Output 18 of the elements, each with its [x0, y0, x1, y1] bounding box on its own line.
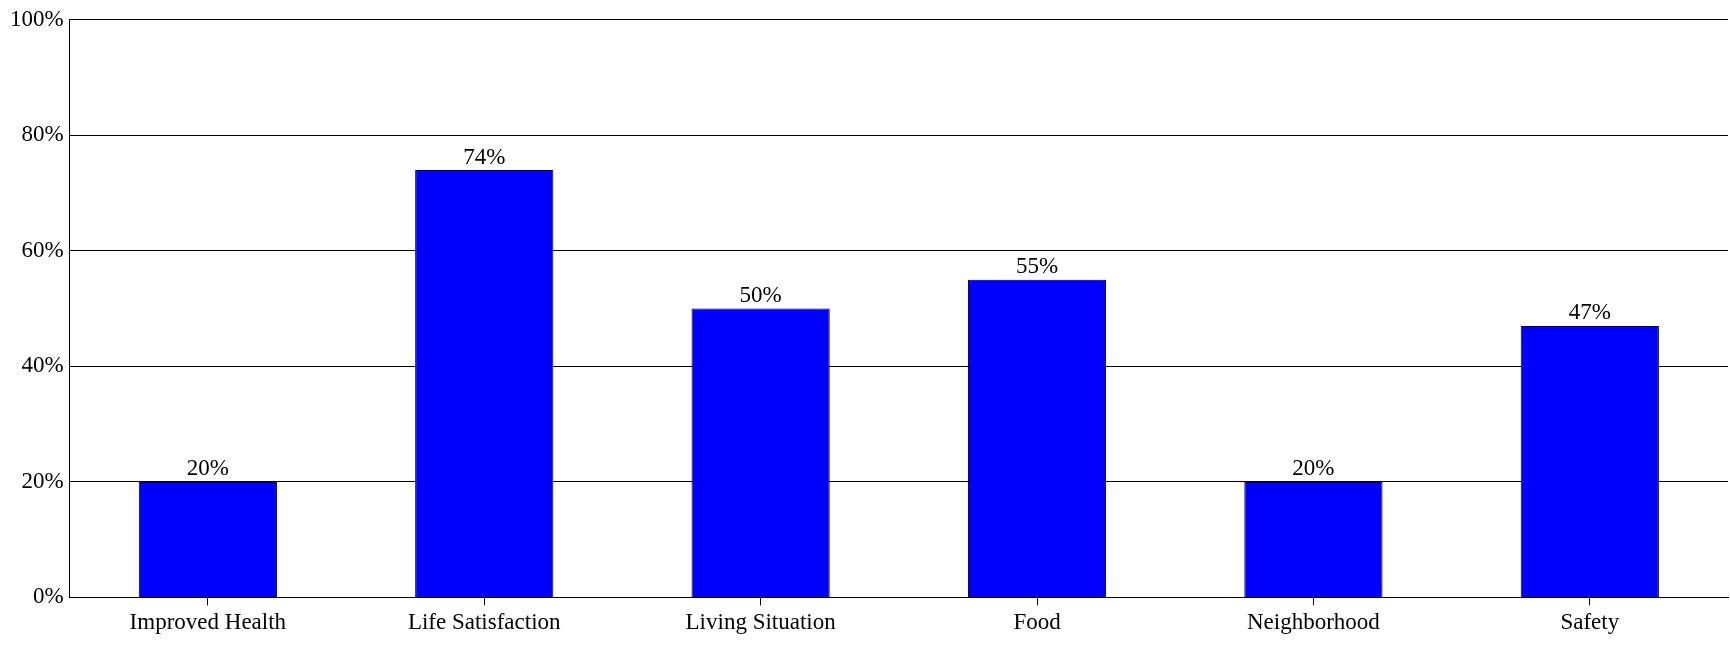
y-tick-label: 0% [32, 583, 64, 609]
y-tick-label: 80% [21, 121, 64, 147]
data-label: 74% [463, 143, 506, 169]
x-tick-label: Safety [1560, 609, 1620, 635]
data-label: 20% [1292, 455, 1335, 481]
x-tick-label: Improved Health [129, 609, 287, 635]
x-tick-label: Neighborhood [1246, 609, 1381, 635]
y-tick-label: 20% [21, 467, 64, 493]
x-tick-label: Life Satisfaction [407, 609, 562, 635]
y-tick-label: 100% [9, 5, 64, 31]
data-label: 55% [1015, 253, 1059, 279]
data-label: 50% [739, 282, 782, 308]
y-tick-label: 40% [21, 352, 64, 378]
data-label: 47% [1568, 299, 1611, 325]
data-label: 20% [186, 455, 229, 481]
x-tick-label: Living Situation [685, 609, 837, 635]
y-tick-label: 60% [21, 236, 64, 262]
x-tick-label: Food [1013, 609, 1062, 635]
